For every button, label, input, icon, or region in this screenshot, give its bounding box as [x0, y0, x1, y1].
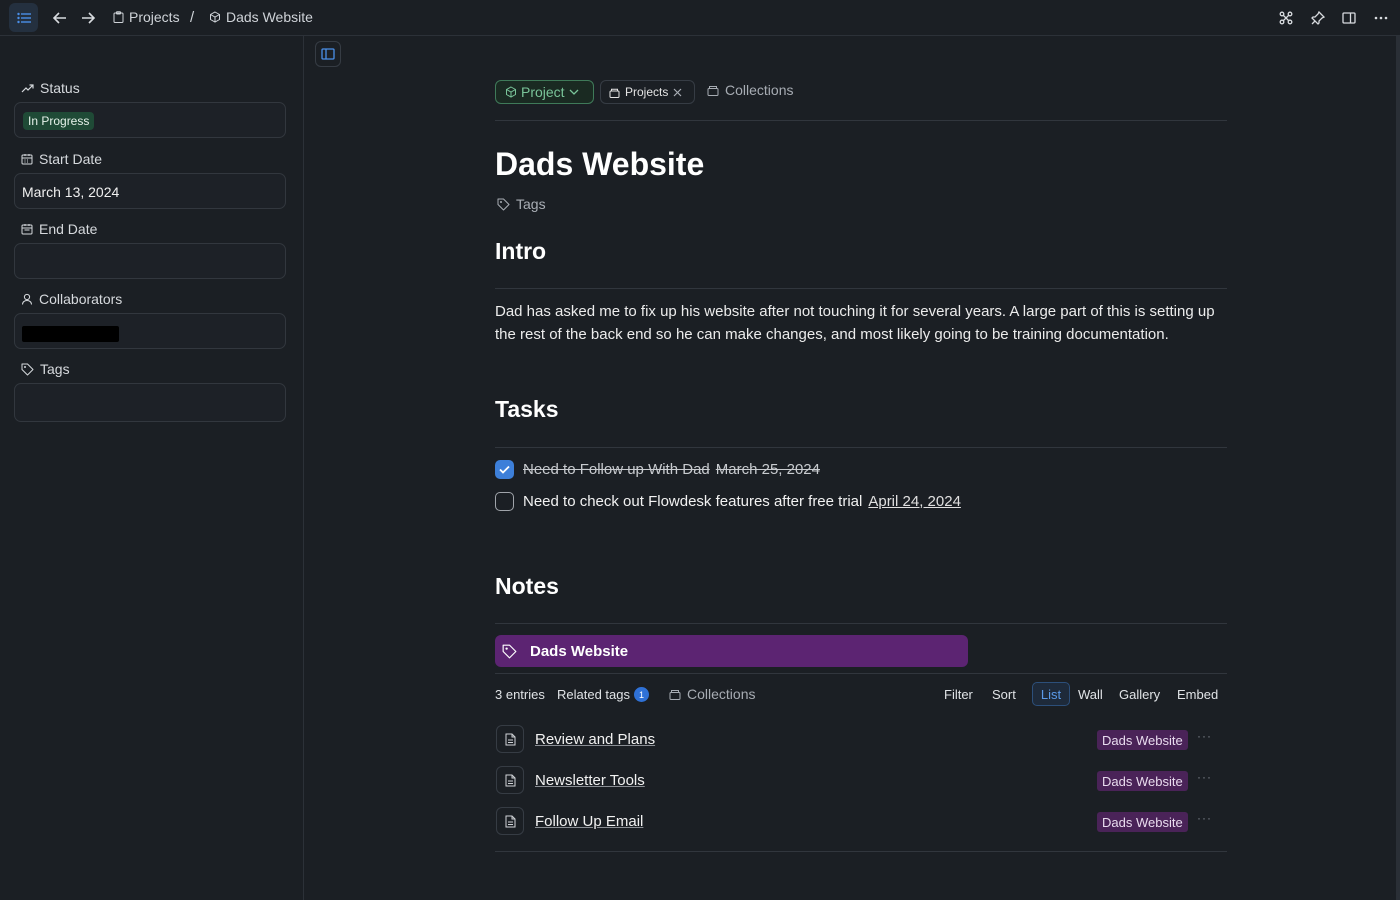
type-chip[interactable]: Project — [495, 80, 594, 104]
list-view-button[interactable]: List — [1032, 682, 1070, 706]
trend-icon — [21, 84, 34, 93]
properties-sidebar: Status In Progress Start Date March 13, … — [0, 36, 304, 900]
more-options-icon[interactable]: ··· — [1197, 729, 1212, 743]
entry-title[interactable]: Follow Up Email — [535, 813, 644, 830]
tag-banner-label: Dads Website — [530, 642, 629, 660]
close-icon[interactable] — [673, 88, 682, 97]
divider — [495, 851, 1227, 852]
end-date-field[interactable] — [14, 243, 286, 279]
sidebar-toggle-icon[interactable] — [315, 41, 341, 67]
collection-icon — [707, 86, 719, 96]
breadcrumb-projects[interactable]: Projects — [113, 9, 180, 25]
divider — [495, 447, 1227, 448]
graph-icon[interactable] — [1276, 8, 1296, 28]
split-view-icon[interactable] — [1339, 8, 1359, 28]
redacted-collaborator — [22, 326, 119, 342]
forward-arrow-icon[interactable] — [77, 7, 99, 29]
tag-banner[interactable]: Dads Website — [495, 635, 968, 667]
status-field[interactable]: In Progress — [14, 102, 286, 138]
tasks-heading: Tasks — [495, 396, 559, 422]
task-date[interactable]: March 25, 2024 — [715, 460, 820, 478]
person-icon — [22, 293, 32, 305]
collection-chip[interactable]: Projects — [600, 80, 695, 104]
document-icon — [496, 766, 524, 794]
calendar-icon — [21, 154, 33, 165]
task-text[interactable]: Need to check out Flowdesk features afte… — [523, 492, 863, 510]
gallery-view-button[interactable]: Gallery — [1119, 687, 1161, 702]
end-date-label: End Date — [21, 221, 97, 237]
tags-field[interactable] — [14, 383, 286, 422]
start-date-value: March 13, 2024 — [22, 184, 120, 200]
page-tags[interactable]: Tags — [497, 196, 546, 212]
status-badge[interactable]: In Progress — [23, 112, 95, 130]
entry-tag[interactable]: Dads Website — [1097, 812, 1188, 832]
more-options-icon[interactable] — [1371, 8, 1391, 28]
breadcrumb-current[interactable]: Dads Website — [209, 9, 313, 25]
list-item[interactable]: Newsletter Tools Dads Website ··· — [495, 766, 1227, 796]
entry-title[interactable]: Review and Plans — [535, 731, 656, 748]
document-icon — [496, 725, 524, 753]
notes-heading: Notes — [495, 573, 559, 599]
divider — [495, 623, 1227, 624]
tags-label: Tags — [21, 361, 70, 377]
entry-tag[interactable]: Dads Website — [1097, 730, 1188, 750]
breadcrumb-current-label: Dads Website — [226, 9, 313, 25]
wall-view-button[interactable]: Wall — [1078, 687, 1103, 702]
collection-icon — [609, 88, 620, 98]
filter-button[interactable]: Filter — [944, 687, 973, 702]
start-date-label: Start Date — [21, 151, 102, 167]
cube-icon — [506, 86, 516, 98]
start-date-field[interactable]: March 13, 2024 — [14, 173, 286, 209]
clipboard-icon — [113, 11, 124, 23]
calendar-end-icon — [21, 224, 33, 235]
sort-button[interactable]: Sort — [992, 687, 1016, 702]
collaborators-field[interactable] — [14, 313, 286, 349]
notes-toolbar: 3 entries Related tags 1 Collections Fil… — [495, 682, 1227, 706]
breadcrumb-projects-label: Projects — [129, 9, 180, 25]
tag-icon — [21, 363, 34, 375]
tag-icon — [497, 198, 510, 210]
collection-icon — [669, 690, 681, 700]
task-text[interactable]: Need to Follow up With Dad — [523, 460, 710, 478]
breadcrumb-separator: / — [190, 9, 195, 26]
related-tags-button[interactable]: Related tags — [557, 687, 630, 702]
task-date[interactable]: April 24, 2024 — [868, 492, 961, 510]
related-tags-count: 1 — [634, 687, 649, 702]
pin-icon[interactable] — [1308, 8, 1328, 28]
divider — [495, 120, 1227, 121]
entry-tag[interactable]: Dads Website — [1097, 771, 1188, 791]
embed-view-button[interactable]: Embed — [1177, 687, 1219, 702]
page-title[interactable]: Dads Website — [495, 146, 705, 182]
top-bar: Projects / Dads Website — [0, 0, 1400, 36]
notes-collections-button[interactable]: Collections — [669, 686, 755, 702]
intro-heading: Intro — [495, 238, 547, 264]
task-checkbox[interactable] — [495, 491, 514, 511]
chevron-down-icon — [569, 89, 579, 95]
task-checkbox-checked[interactable] — [495, 459, 514, 479]
document-icon — [496, 807, 524, 835]
scrollbar[interactable] — [1396, 36, 1400, 900]
status-label: Status — [21, 80, 80, 96]
entry-title[interactable]: Newsletter Tools — [535, 772, 645, 789]
collections-link[interactable]: Collections — [707, 82, 793, 98]
more-options-icon[interactable]: ··· — [1197, 811, 1212, 825]
tag-icon — [502, 644, 517, 658]
more-options-icon[interactable]: ··· — [1197, 770, 1212, 784]
divider — [495, 288, 1227, 289]
intro-text[interactable]: Dad has asked me to fix up his website a… — [495, 303, 1215, 343]
collaborators-label: Collaborators — [21, 291, 122, 307]
back-arrow-icon[interactable] — [49, 7, 71, 29]
cube-icon — [210, 11, 220, 23]
list-item[interactable]: Follow Up Email Dads Website ··· — [495, 807, 1227, 837]
type-chip-label: Project — [521, 84, 565, 100]
menu-icon[interactable] — [9, 3, 38, 32]
divider — [495, 673, 1227, 674]
entries-count: 3 entries — [495, 687, 545, 702]
collection-chip-label: Projects — [625, 85, 669, 99]
list-item[interactable]: Review and Plans Dads Website ··· — [495, 725, 1227, 755]
checkmark-icon — [499, 465, 510, 474]
task-item: Need to check out Flowdesk features afte… — [495, 490, 961, 512]
task-item: Need to Follow up With Dad March 25, 202… — [495, 458, 820, 480]
